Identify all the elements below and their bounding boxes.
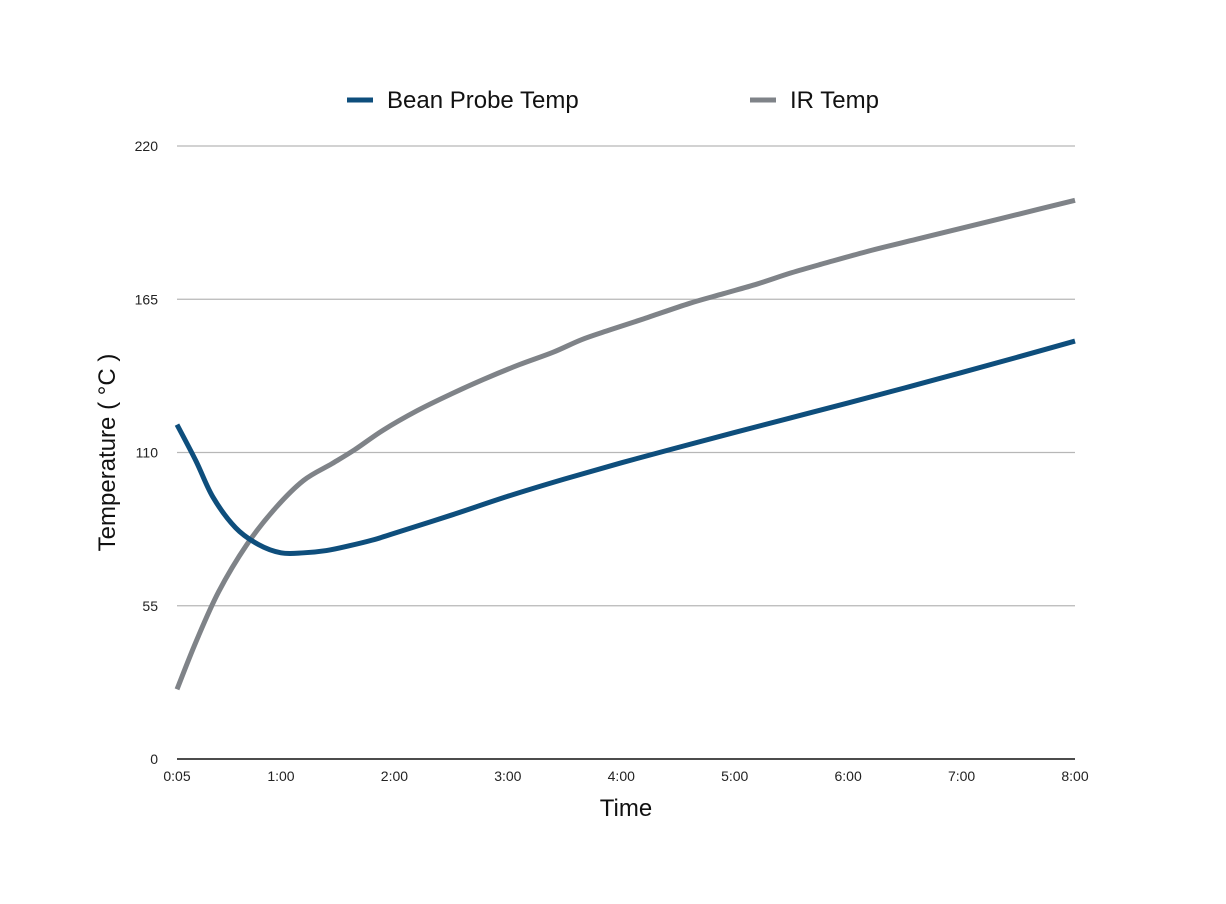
legend-item-ir-temp: IR Temp [750,87,879,114]
y-axis-title: Temperature ( °C ) [94,354,121,552]
x-tick-label: 6:00 [835,768,862,784]
x-tick-label: 8:00 [1061,768,1088,784]
grid-layer [177,145,1075,607]
y-tick-label: 220 [135,138,159,154]
series-line-bean-probe-temp [174,338,1076,557]
x-tick-label: 4:00 [608,768,635,784]
axis-layer: 0 55 110 165 220 0:05 1:00 2:00 3:00 4:00 5:00 6:00… [135,138,1089,784]
y-tick-label: 165 [135,291,159,307]
x-tick-label: 2:00 [381,768,408,784]
legend-label: Bean Probe Temp [387,87,579,114]
x-tick-label: 7:00 [948,768,975,784]
x-tick-label: 3:00 [494,768,521,784]
x-tick-label: 5:00 [721,768,748,784]
y-tick-label: 110 [136,445,159,461]
x-axis-title: Time [600,795,652,822]
y-tick-label: 55 [142,598,158,614]
legend: Bean Probe Temp IR Temp [347,87,879,114]
y-tick-label: 0 [150,751,158,767]
x-tick-label: 0:05 [163,768,190,784]
legend-item-bean-probe-temp: Bean Probe Temp [347,87,579,114]
series-line-ir-temp [174,197,1076,691]
legend-label: IR Temp [790,87,879,114]
series-layer [174,197,1076,691]
x-tick-label: 1:00 [267,768,294,784]
